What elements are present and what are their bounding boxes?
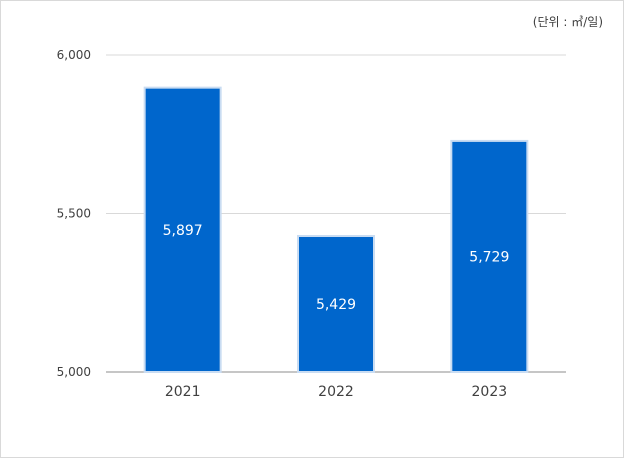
y-tick-label: 6,000 bbox=[57, 48, 91, 62]
x-tick-label: 2023 bbox=[472, 384, 508, 400]
x-tick-label: 2021 bbox=[165, 384, 201, 400]
bar bbox=[143, 86, 222, 373]
y-tick-label: 5,000 bbox=[57, 365, 91, 379]
data-label: 5,897 bbox=[163, 223, 203, 239]
x-tick-label: 2022 bbox=[318, 384, 354, 400]
bar bbox=[297, 235, 375, 373]
data-label: 5,429 bbox=[316, 297, 356, 313]
bar bbox=[450, 139, 529, 373]
unit-label: (단위 : ㎥/일) bbox=[532, 15, 603, 29]
y-tick-label: 5,500 bbox=[57, 207, 91, 221]
data-label: 5,729 bbox=[469, 249, 509, 265]
